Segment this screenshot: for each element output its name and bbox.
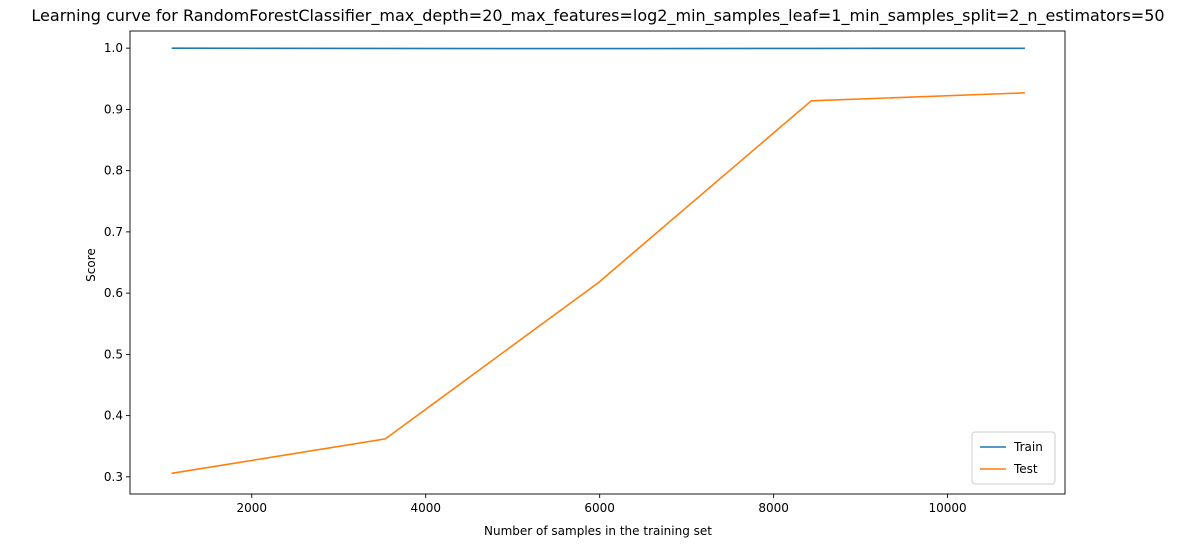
axes-frame [129, 30, 1066, 495]
chart-title: Learning curve for RandomForestClassifie… [31, 6, 1164, 26]
y-tick-label: 0.6 [104, 286, 123, 300]
legend: Train Test [971, 431, 1056, 485]
legend-box [971, 431, 1056, 485]
y-axis-label: Score [84, 248, 98, 282]
y-tick-label: 1.0 [104, 41, 123, 55]
y-tick-label: 0.5 [104, 347, 123, 361]
y-tick-label: 0.9 [104, 102, 123, 116]
y-tick-label: 0.7 [104, 225, 123, 239]
legend-label-train: Train [1013, 440, 1043, 454]
y-tick-label: 0.8 [104, 164, 123, 178]
y-tick-label: 0.3 [104, 470, 123, 484]
x-tick-label: 8000 [758, 501, 789, 515]
x-tick-label: 2000 [236, 501, 267, 515]
legend-label-test: Test [1013, 462, 1038, 476]
x-axis-label: Number of samples in the training set [484, 524, 712, 538]
x-tick-label: 4000 [410, 501, 441, 515]
x-tick-label: 10000 [928, 501, 966, 515]
x-tick-label: 6000 [584, 501, 615, 515]
plot-area: 2000 4000 6000 8000 10000 0.3 0.4 0.5 0.6 0.7 0.8 0… [104, 30, 1066, 515]
y-tick-label: 0.4 [104, 409, 123, 423]
series-line-test [171, 92, 1025, 475]
